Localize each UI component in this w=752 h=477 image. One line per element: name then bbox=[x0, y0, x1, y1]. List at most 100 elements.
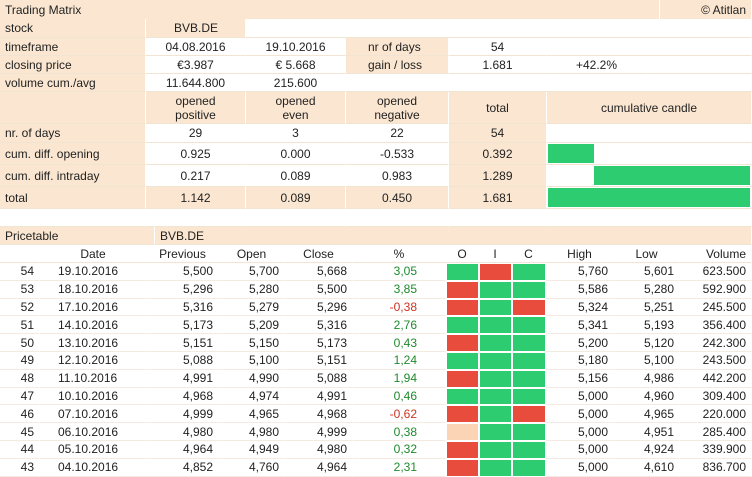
volume-cum: 11.644.800 bbox=[146, 74, 246, 92]
row-open: 5,279 bbox=[219, 298, 285, 317]
row-volume: 242.300 bbox=[680, 334, 752, 352]
closing-end: € 5.668 bbox=[246, 56, 346, 74]
row-pct: 1,94 bbox=[353, 369, 446, 388]
row-number: 54 bbox=[0, 263, 40, 281]
row-c-indicator bbox=[512, 369, 546, 388]
row-high: 5,200 bbox=[546, 334, 614, 352]
row-o-indicator bbox=[446, 441, 479, 459]
col-close: Close bbox=[285, 245, 353, 263]
col-pct: % bbox=[353, 245, 446, 263]
row-number: 52 bbox=[0, 298, 40, 317]
row-c-indicator bbox=[512, 405, 546, 424]
row-o-indicator bbox=[446, 298, 479, 317]
candle-cell-total bbox=[547, 187, 752, 209]
table-row: 44 05.10.2016 4,964 4,949 4,980 0,32 5,000 4,92… bbox=[0, 441, 752, 459]
title-bar: Trading Matrix © Atitlan bbox=[0, 0, 752, 19]
row-number: 49 bbox=[0, 352, 40, 370]
col-total: total bbox=[449, 92, 547, 124]
row-date: 11.10.2016 bbox=[40, 369, 147, 388]
row-date: 05.10.2016 bbox=[40, 441, 147, 459]
matrix-cell-total: 1.289 bbox=[449, 165, 547, 187]
row-previous: 5,296 bbox=[147, 280, 219, 299]
col-opened-even: opened even bbox=[246, 92, 346, 124]
row-low: 5,193 bbox=[614, 316, 680, 335]
row-previous: 4,991 bbox=[147, 369, 219, 388]
row-volume: 339.900 bbox=[680, 441, 752, 459]
row-high: 5,156 bbox=[546, 369, 614, 388]
row-number: 46 bbox=[0, 405, 40, 424]
row-previous: 4,999 bbox=[147, 405, 219, 424]
closing-row: closing price €3.987 € 5.668 gain / loss… bbox=[0, 56, 752, 74]
row-high: 5,000 bbox=[546, 405, 614, 424]
pricetable-stock: BVB.DE bbox=[155, 227, 752, 245]
row-number: 48 bbox=[0, 369, 40, 388]
col-open: Open bbox=[219, 245, 285, 263]
row-volume: 285.400 bbox=[680, 423, 752, 441]
table-row: 51 14.10.2016 5,173 5,209 5,316 2,76 5,341 5,19… bbox=[0, 316, 752, 335]
row-volume: 623.500 bbox=[680, 263, 752, 281]
matrix-row-days: nr. of days 29 3 22 54 bbox=[0, 124, 752, 143]
row-previous: 5,151 bbox=[147, 334, 219, 352]
candle-cell-opening bbox=[547, 143, 752, 165]
row-c-indicator bbox=[512, 441, 546, 459]
row-previous: 5,500 bbox=[147, 263, 219, 281]
row-o-indicator bbox=[446, 387, 479, 406]
matrix-row-label: total bbox=[0, 187, 146, 209]
row-high: 5,324 bbox=[546, 298, 614, 317]
row-low: 5,601 bbox=[614, 263, 680, 281]
row-i-indicator bbox=[479, 458, 512, 477]
row-o-indicator bbox=[446, 334, 479, 352]
row-close: 4,964 bbox=[285, 458, 353, 477]
row-open: 4,965 bbox=[219, 405, 285, 424]
row-o-indicator bbox=[446, 263, 479, 281]
candle-bar-intraday bbox=[594, 166, 750, 185]
stock-value: BVB.DE bbox=[146, 19, 246, 38]
matrix-row-total: total 1.142 0.089 0.450 1.681 bbox=[0, 187, 752, 209]
row-close: 5,668 bbox=[285, 263, 353, 281]
row-low: 5,280 bbox=[614, 280, 680, 299]
row-open: 5,209 bbox=[219, 316, 285, 335]
row-previous: 5,173 bbox=[147, 316, 219, 335]
row-volume: 309.400 bbox=[680, 387, 752, 406]
row-o-indicator bbox=[446, 458, 479, 477]
row-low: 5,251 bbox=[614, 298, 680, 317]
row-open: 4,974 bbox=[219, 387, 285, 406]
row-volume: 245.500 bbox=[680, 298, 752, 317]
row-low: 5,100 bbox=[614, 352, 680, 370]
row-number: 50 bbox=[0, 334, 40, 352]
row-high: 5,341 bbox=[546, 316, 614, 335]
row-c-indicator bbox=[512, 423, 546, 441]
row-close: 5,500 bbox=[285, 280, 353, 299]
timeframe-row-empty bbox=[547, 38, 752, 56]
table-row: 53 18.10.2016 5,296 5,280 5,500 3,85 5,586 5,28… bbox=[0, 280, 752, 299]
row-c-indicator bbox=[512, 334, 546, 352]
candle-bar-opening bbox=[548, 144, 594, 163]
row-volume: 442.200 bbox=[680, 369, 752, 388]
stock-row: stock BVB.DE bbox=[0, 19, 752, 38]
row-number: 45 bbox=[0, 423, 40, 441]
spacer-row bbox=[0, 209, 752, 227]
row-close: 5,151 bbox=[285, 352, 353, 370]
row-i-indicator bbox=[479, 316, 512, 335]
row-previous: 5,088 bbox=[147, 352, 219, 370]
gain-label: gain / loss bbox=[346, 56, 449, 74]
row-high: 5,760 bbox=[546, 263, 614, 281]
row-i-indicator bbox=[479, 280, 512, 299]
row-low: 4,951 bbox=[614, 423, 680, 441]
row-number: 43 bbox=[0, 458, 40, 477]
table-row: 54 19.10.2016 5,500 5,700 5,668 3,05 5,760 5,60… bbox=[0, 263, 752, 281]
row-open: 4,760 bbox=[219, 458, 285, 477]
row-c-indicator bbox=[512, 458, 546, 477]
matrix-cell-positive: 1.142 bbox=[146, 187, 246, 209]
row-pct: 0,43 bbox=[353, 334, 446, 352]
row-c-indicator bbox=[512, 352, 546, 370]
row-pct: 2,31 bbox=[353, 458, 446, 477]
row-c-indicator bbox=[512, 387, 546, 406]
row-i-indicator bbox=[479, 405, 512, 424]
row-i-indicator bbox=[479, 369, 512, 388]
col-opened-negative: opened negative bbox=[346, 92, 449, 124]
table-row: 47 10.10.2016 4,968 4,974 4,991 0,46 5,000 4,96… bbox=[0, 387, 752, 406]
matrix-header: opened positive opened even opened negat… bbox=[0, 92, 752, 124]
matrix-row-label: nr. of days bbox=[0, 124, 146, 143]
row-high: 5,180 bbox=[546, 352, 614, 370]
